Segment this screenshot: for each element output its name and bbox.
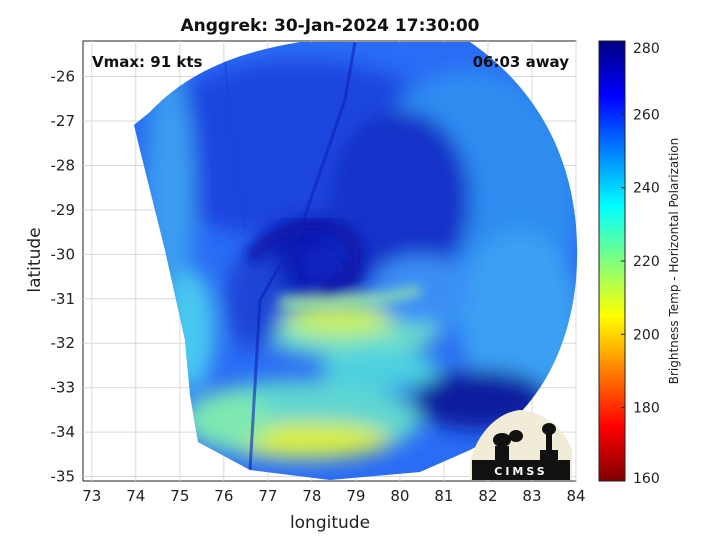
y-tick-label: -31 <box>51 290 76 308</box>
colorbar-tick-label: 160 <box>633 471 660 487</box>
colorbar-tick-label: 180 <box>633 401 660 417</box>
x-tick-labels: 73 74 75 76 77 78 79 80 81 82 83 84 <box>82 487 585 505</box>
colorbar-tick-label: 260 <box>633 107 660 123</box>
cimss-logo: CIMSS <box>470 410 572 480</box>
x-tick-label: 83 <box>522 487 541 505</box>
x-tick-label: 82 <box>478 487 497 505</box>
y-tick-label: -26 <box>51 68 76 86</box>
x-tick-label: 73 <box>82 487 101 505</box>
y-tick-label: -34 <box>51 423 76 441</box>
colorbar-tick-label: 280 <box>633 41 660 57</box>
colorbar-tick-label: 240 <box>633 181 660 197</box>
x-tick-label: 81 <box>434 487 453 505</box>
y-axis-label: latitude <box>25 227 45 292</box>
x-tick-label: 77 <box>258 487 277 505</box>
x-axis-label: longitude <box>290 513 370 533</box>
x-tick-label: 75 <box>170 487 189 505</box>
x-tick-label: 74 <box>126 487 145 505</box>
y-tick-label: -33 <box>51 379 76 397</box>
y-tick-label: -35 <box>51 468 76 486</box>
colorbar-tick-label: 200 <box>633 327 660 343</box>
time-away-label: 06:03 away <box>473 53 570 71</box>
y-tick-label: -30 <box>51 245 76 263</box>
x-tick-label: 78 <box>302 487 321 505</box>
colorbar-tick-label: 220 <box>633 254 660 270</box>
x-tick-label: 79 <box>346 487 365 505</box>
colorbar-label: Brightness Temp - Horizontal Polarizatio… <box>667 138 681 385</box>
chart-title: Anggrek: 30-Jan-2024 17:30:00 <box>180 16 479 36</box>
colorbar <box>598 40 626 482</box>
y-tick-label: -28 <box>51 156 76 174</box>
y-tick-labels: -26 -27 -28 -29 -30 -31 -32 -33 -34 -35 <box>51 68 76 486</box>
vmax-label: Vmax: 91 kts <box>92 53 202 71</box>
colorbar-ticks: 280 260 240 220 200 180 160 <box>621 40 660 487</box>
logo-text: CIMSS <box>494 465 547 478</box>
y-tick-label: -27 <box>51 112 76 130</box>
y-tick-label: -32 <box>51 334 76 352</box>
x-tick-label: 80 <box>390 487 409 505</box>
x-tick-label: 84 <box>566 487 585 505</box>
y-tick-label: -29 <box>51 201 76 219</box>
x-tick-label: 76 <box>214 487 233 505</box>
